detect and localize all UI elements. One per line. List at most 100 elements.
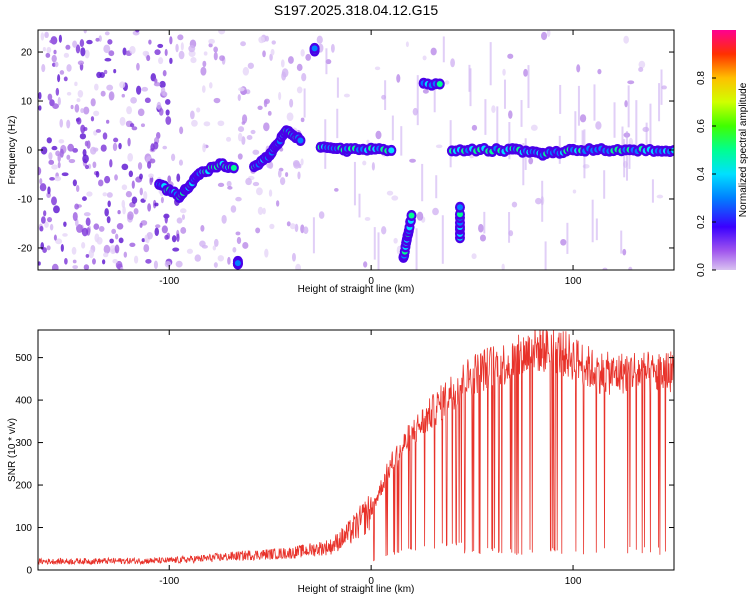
speckle-cell <box>255 227 261 234</box>
speckle-cell <box>162 145 168 150</box>
speckle-cell <box>444 80 450 85</box>
speckle-cell <box>74 81 78 87</box>
speckle-cell <box>59 118 64 128</box>
speckle-cell <box>44 31 49 39</box>
speckle-cell <box>208 43 213 48</box>
speckle-cell <box>117 209 121 215</box>
speckle-cell <box>479 234 486 242</box>
speckle-cell <box>159 80 166 89</box>
speckle-cell <box>396 74 401 83</box>
speckle-cell <box>624 100 628 108</box>
speckle-cell <box>245 177 252 186</box>
speckle-cell <box>122 206 126 215</box>
streak-cell <box>312 217 315 254</box>
speckle-cell <box>296 86 303 94</box>
track-core <box>436 81 443 88</box>
speckle-cell <box>278 91 282 101</box>
figure-title: S197.2025.318.04.12.G15 <box>274 2 438 18</box>
speckle-cell <box>95 37 100 42</box>
speckle-cell <box>119 81 126 89</box>
speckle-cell <box>271 40 276 45</box>
streak-cell <box>303 88 306 118</box>
speckle-cell <box>172 247 180 252</box>
spec-ytick-label: -10 <box>18 194 33 205</box>
spectrogram-heatmap <box>38 30 667 270</box>
speckle-cell <box>165 116 172 125</box>
track-spot-lower-left <box>232 255 243 270</box>
speckle-cell <box>49 39 56 44</box>
speckle-cell <box>137 162 143 170</box>
speckle-cell <box>104 57 112 62</box>
speckle-cell <box>93 223 100 230</box>
speckle-cell <box>108 50 115 57</box>
speckle-cell <box>63 221 67 227</box>
speckle-cell <box>93 110 100 117</box>
speckle-cell <box>296 63 303 72</box>
speckle-cell <box>115 233 119 240</box>
speckle-cell <box>297 171 301 180</box>
speckle-cell <box>47 216 53 223</box>
speckle-cell <box>102 192 108 197</box>
speckle-cell <box>66 64 72 72</box>
speckle-cell <box>55 238 63 245</box>
speckle-cell <box>374 66 381 71</box>
speckle-cell <box>48 159 55 165</box>
speckle-cell <box>74 203 80 210</box>
streak-cell <box>541 180 544 222</box>
speckle-cell <box>104 31 110 36</box>
speckle-cell <box>49 223 54 231</box>
speckle-cell <box>92 258 96 265</box>
streak-cell <box>620 230 623 254</box>
speckle-cell <box>100 144 107 152</box>
streak-cell <box>649 103 652 148</box>
speckle-cell <box>106 192 113 198</box>
streak-cell <box>483 211 486 234</box>
speckle-cell <box>143 191 148 201</box>
speckle-cell <box>58 34 62 43</box>
snr-ytick-label: 400 <box>15 396 32 407</box>
speckle-cell <box>40 146 48 155</box>
streak-cell <box>660 69 663 105</box>
speckle-cell <box>66 91 72 96</box>
speckle-cell <box>136 85 142 95</box>
speckle-cell <box>83 212 91 217</box>
track-zero-band-right <box>446 143 674 161</box>
speckle-cell <box>59 70 65 75</box>
snr-panel: -100 0 100 0 100 200 300 400 500 Height of strai… <box>7 329 675 595</box>
snr-xtick-label: 0 <box>368 576 374 587</box>
speckle-cell <box>109 244 117 255</box>
speckle-cell <box>147 203 152 212</box>
speckle-cell <box>246 135 253 140</box>
speckle-cell <box>541 31 548 41</box>
speckle-cell <box>38 261 41 266</box>
streak-cell <box>336 77 339 98</box>
speckle-cell <box>175 43 179 53</box>
track-core <box>456 211 463 218</box>
speckle-cell <box>54 61 59 68</box>
speckle-cell <box>104 208 109 217</box>
streak-cell <box>628 144 631 169</box>
colorbar-gradient <box>712 30 736 270</box>
speckle-cell <box>238 87 245 92</box>
speckle-cell <box>72 40 78 48</box>
speckle-cell <box>106 216 111 224</box>
streak-cell <box>635 100 638 149</box>
speckle-cell <box>164 99 171 105</box>
speckle-cell <box>126 106 133 115</box>
speckle-cell <box>258 36 265 44</box>
speckle-cell <box>217 182 225 188</box>
speckle-cell <box>235 196 242 202</box>
track-core <box>230 164 237 171</box>
speckle-cell <box>80 124 86 134</box>
streak-cell <box>623 139 626 178</box>
streak-cell <box>391 115 394 141</box>
speckle-cell <box>129 123 135 128</box>
speckle-cell <box>154 227 160 237</box>
speckle-cell <box>661 85 667 90</box>
speckle-cell <box>62 233 68 237</box>
speckle-cell <box>141 86 149 92</box>
speckle-cell <box>293 161 301 169</box>
speckle-cell <box>72 265 79 270</box>
